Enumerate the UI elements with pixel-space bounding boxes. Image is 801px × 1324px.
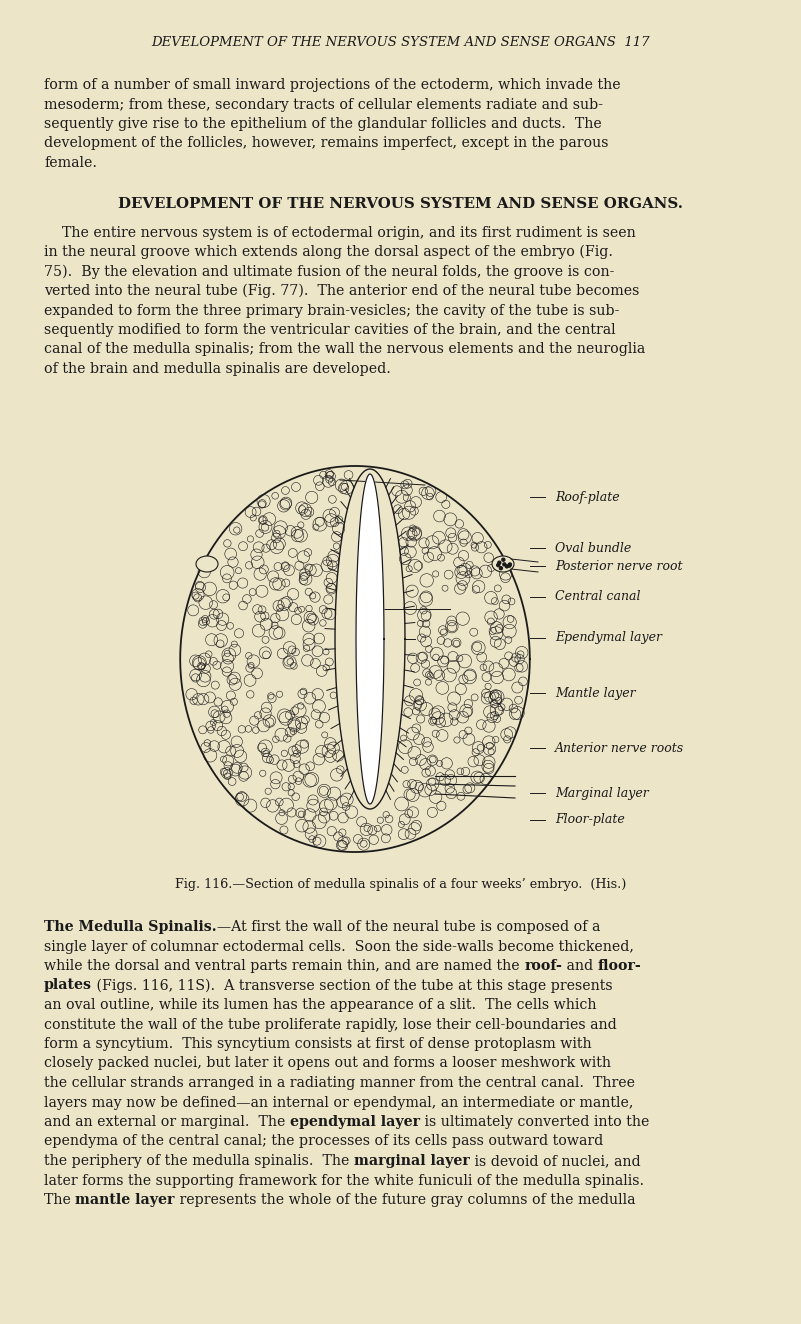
Text: —At first the wall of the neural tube is composed of a: —At first the wall of the neural tube is…	[216, 920, 600, 933]
Text: Roof-plate: Roof-plate	[555, 490, 620, 503]
Circle shape	[502, 559, 505, 561]
Text: in the neural groove which extends along the dorsal aspect of the embryo (Fig.: in the neural groove which extends along…	[44, 245, 613, 260]
Circle shape	[508, 564, 511, 567]
Circle shape	[503, 563, 506, 565]
Text: layers may now be defined—an internal or ependymal, an intermediate or mantle,: layers may now be defined—an internal or…	[44, 1095, 634, 1110]
Text: later forms the supporting framework for the white funiculi of the medulla spina: later forms the supporting framework for…	[44, 1173, 644, 1188]
Text: The: The	[44, 1193, 75, 1207]
Text: Marginal layer: Marginal layer	[555, 786, 649, 800]
Circle shape	[500, 567, 502, 569]
Circle shape	[497, 561, 501, 564]
Text: ependyma of the central canal; the processes of its cells pass outward toward: ependyma of the central canal; the proce…	[44, 1135, 603, 1148]
Text: DEVELOPMENT OF THE NERVOUS SYSTEM AND SENSE ORGANS  117: DEVELOPMENT OF THE NERVOUS SYSTEM AND SE…	[151, 36, 650, 49]
Text: ependymal layer: ependymal layer	[290, 1115, 420, 1129]
Text: marginal layer: marginal layer	[354, 1155, 469, 1168]
Circle shape	[509, 563, 511, 565]
Text: form of a number of small inward projections of the ectoderm, which invade the: form of a number of small inward project…	[44, 78, 621, 91]
Text: Oval bundle: Oval bundle	[555, 542, 631, 555]
Text: represents the whole of the future gray columns of the medulla: represents the whole of the future gray …	[175, 1193, 635, 1207]
Text: The entire nervous system is of ectodermal origin, and its first rudiment is see: The entire nervous system is of ectoderm…	[44, 225, 636, 240]
Polygon shape	[356, 474, 384, 804]
Text: and an external or marginal.  The: and an external or marginal. The	[44, 1115, 290, 1129]
Ellipse shape	[196, 556, 218, 572]
Text: roof-: roof-	[524, 959, 562, 973]
Text: is devoid of nuclei, and: is devoid of nuclei, and	[469, 1155, 640, 1168]
Text: the periphery of the medulla spinalis.  The: the periphery of the medulla spinalis. T…	[44, 1155, 354, 1168]
Text: mesoderm; from these, secondary tracts of cellular elements radiate and sub-: mesoderm; from these, secondary tracts o…	[44, 98, 603, 111]
Text: development of the follicles, however, remains imperfect, except in the parous: development of the follicles, however, r…	[44, 136, 609, 151]
Text: canal of the medulla spinalis; from the wall the nervous elements and the neurog: canal of the medulla spinalis; from the …	[44, 343, 646, 356]
Text: form a syncytium.  This syncytium consists at first of dense protoplasm with: form a syncytium. This syncytium consist…	[44, 1037, 592, 1051]
Text: sequently give rise to the epithelium of the glandular follicles and ducts.  The: sequently give rise to the epithelium of…	[44, 117, 602, 131]
Text: Ependymal layer: Ependymal layer	[555, 632, 662, 645]
Text: is ultimately converted into the: is ultimately converted into the	[420, 1115, 650, 1129]
Text: plates: plates	[44, 978, 92, 993]
Text: The Medulla Spinalis.: The Medulla Spinalis.	[44, 920, 216, 933]
Text: Posterior nerve root: Posterior nerve root	[555, 560, 682, 572]
Text: female.: female.	[44, 156, 97, 169]
Text: the cellular strands arranged in a radiating manner from the central canal.  Thr: the cellular strands arranged in a radia…	[44, 1076, 635, 1090]
Text: Central canal: Central canal	[555, 591, 641, 604]
Text: Fig. 116.—Section of medulla spinalis of a four weeks’ embryo.  (His.): Fig. 116.—Section of medulla spinalis of…	[175, 878, 626, 891]
Ellipse shape	[492, 556, 514, 572]
Text: Floor-plate: Floor-plate	[555, 813, 625, 826]
Text: expanded to form the three primary brain-vesicles; the cavity of the tube is sub: expanded to form the three primary brain…	[44, 303, 619, 318]
Text: sequently modified to form the ventricular cavities of the brain, and the centra: sequently modified to form the ventricul…	[44, 323, 616, 338]
Text: while the dorsal and ventral parts remain thin, and are named the: while the dorsal and ventral parts remai…	[44, 959, 524, 973]
Circle shape	[505, 565, 509, 568]
Text: constitute the wall of the tube proliferate rapidly, lose their cell-boundaries : constitute the wall of the tube prolifer…	[44, 1018, 617, 1031]
Text: an oval outline, while its lumen has the appearance of a slit.  The cells which: an oval outline, while its lumen has the…	[44, 998, 597, 1012]
Text: mantle layer: mantle layer	[75, 1193, 175, 1207]
Text: Anterior nerve roots: Anterior nerve roots	[555, 741, 684, 755]
Text: DEVELOPMENT OF THE NERVOUS SYSTEM AND SENSE ORGANS.: DEVELOPMENT OF THE NERVOUS SYSTEM AND SE…	[118, 197, 683, 212]
Text: 75).  By the elevation and ultimate fusion of the neural folds, the groove is co: 75). By the elevation and ultimate fusio…	[44, 265, 614, 279]
Text: and: and	[562, 959, 598, 973]
Text: floor-: floor-	[598, 959, 642, 973]
Text: verted into the neural tube (Fig. 77).  The anterior end of the neural tube beco: verted into the neural tube (Fig. 77). T…	[44, 285, 639, 298]
Circle shape	[497, 564, 500, 567]
Text: of the brain and medulla spinalis are developed.: of the brain and medulla spinalis are de…	[44, 361, 391, 376]
Text: (Figs. 116, 11S).  A transverse section of the tube at this stage presents: (Figs. 116, 11S). A transverse section o…	[92, 978, 613, 993]
Text: single layer of columnar ectodermal cells.  Soon the side-walls become thickened: single layer of columnar ectodermal cell…	[44, 940, 634, 953]
Text: closely packed nuclei, but later it opens out and forms a looser meshwork with: closely packed nuclei, but later it open…	[44, 1057, 611, 1071]
Text: Mantle layer: Mantle layer	[555, 687, 636, 699]
